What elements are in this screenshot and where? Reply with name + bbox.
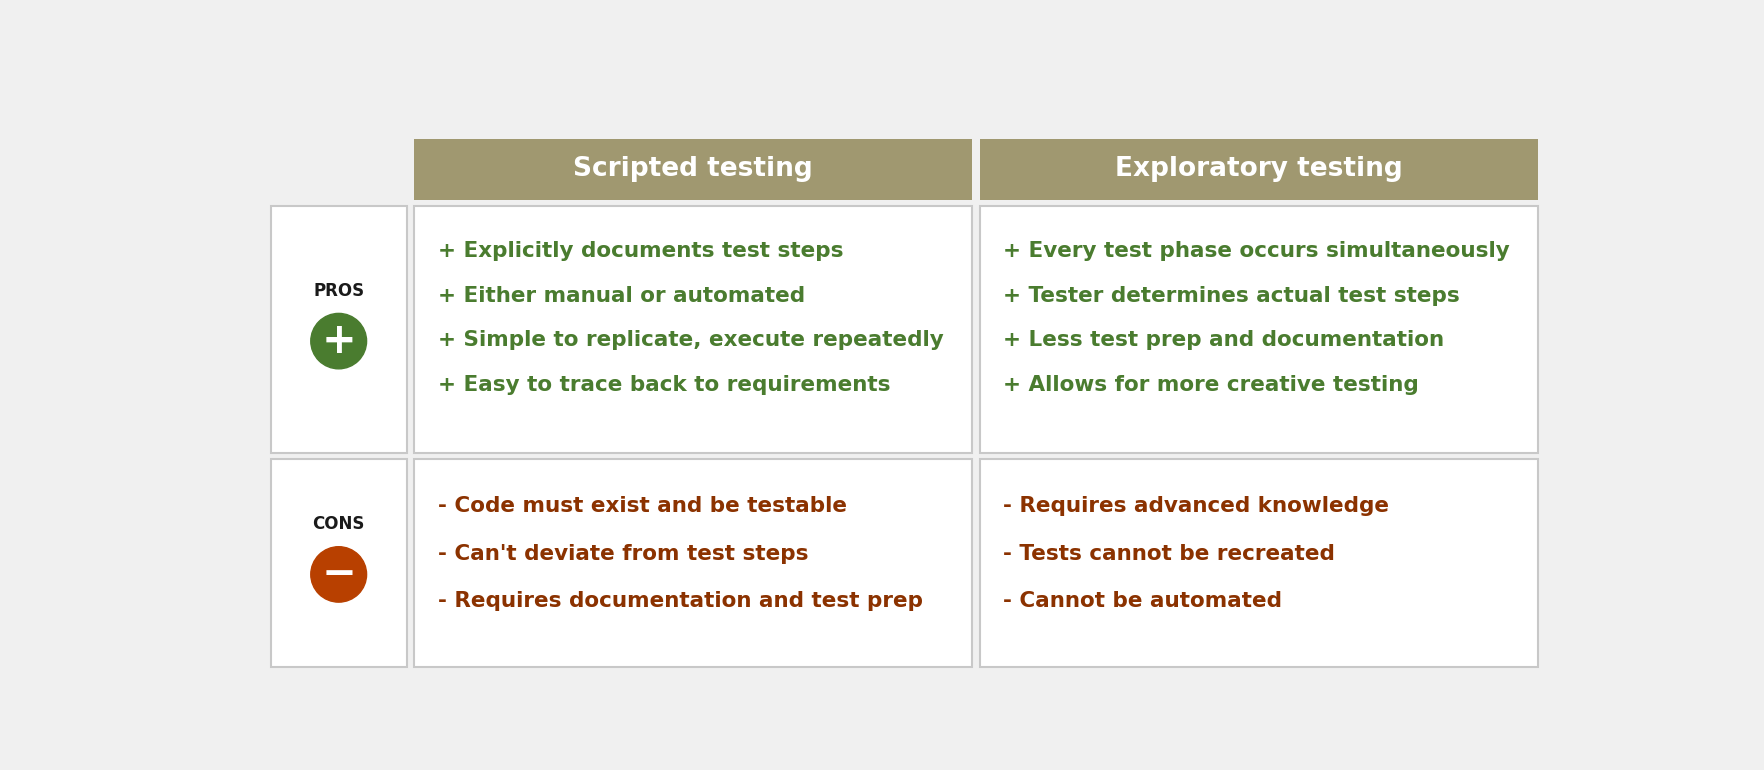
FancyBboxPatch shape [415, 459, 972, 667]
Text: + Every test phase occurs simultaneously: + Every test phase occurs simultaneously [1004, 241, 1510, 261]
Circle shape [310, 313, 367, 369]
Text: - Requires advanced knowledge: - Requires advanced knowledge [1004, 496, 1390, 516]
Text: −: − [321, 554, 356, 595]
FancyBboxPatch shape [272, 459, 406, 667]
Text: Scripted testing: Scripted testing [573, 156, 813, 182]
Text: - Tests cannot be recreated: - Tests cannot be recreated [1004, 544, 1335, 564]
Text: - Can't deviate from test steps: - Can't deviate from test steps [437, 544, 808, 564]
Text: - Cannot be automated: - Cannot be automated [1004, 591, 1282, 611]
Text: + Either manual or automated: + Either manual or automated [437, 286, 804, 306]
Text: +: + [321, 320, 356, 362]
Text: + Tester determines actual test steps: + Tester determines actual test steps [1004, 286, 1461, 306]
FancyBboxPatch shape [981, 139, 1538, 200]
Text: + Easy to trace back to requirements: + Easy to trace back to requirements [437, 375, 891, 395]
Circle shape [310, 547, 367, 602]
Text: + Explicitly documents test steps: + Explicitly documents test steps [437, 241, 843, 261]
Text: + Less test prep and documentation: + Less test prep and documentation [1004, 330, 1445, 350]
FancyBboxPatch shape [415, 206, 972, 453]
FancyBboxPatch shape [272, 206, 406, 453]
FancyBboxPatch shape [981, 206, 1538, 453]
FancyBboxPatch shape [981, 459, 1538, 667]
Text: - Requires documentation and test prep: - Requires documentation and test prep [437, 591, 923, 611]
Text: + Simple to replicate, execute repeatedly: + Simple to replicate, execute repeatedl… [437, 330, 944, 350]
Text: + Allows for more creative testing: + Allows for more creative testing [1004, 375, 1418, 395]
FancyBboxPatch shape [415, 139, 972, 200]
Text: Exploratory testing: Exploratory testing [1115, 156, 1402, 182]
Text: - Code must exist and be testable: - Code must exist and be testable [437, 496, 847, 516]
Text: CONS: CONS [312, 515, 365, 534]
Text: PROS: PROS [314, 282, 363, 300]
